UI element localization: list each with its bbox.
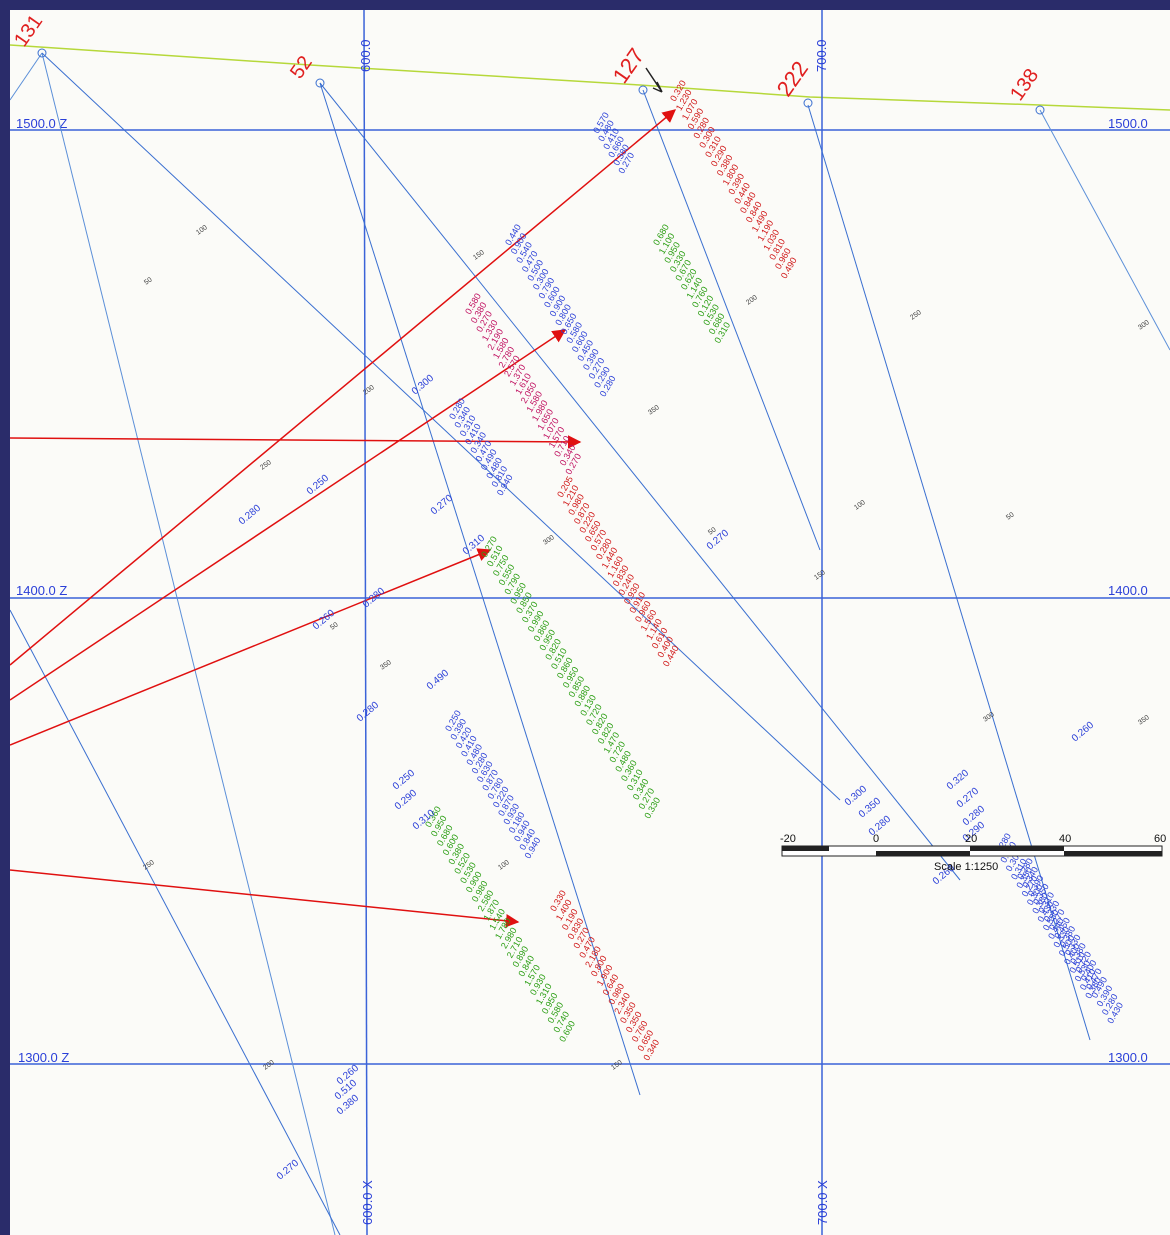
- assay-column: 0.3600.9500.6800.6000.3800.5200.5300.900…: [423, 804, 577, 1043]
- depth-tick-label: 150: [610, 1059, 624, 1071]
- depth-tick-label: 350: [1137, 714, 1151, 726]
- scale-bar-seg-3: [970, 846, 1064, 851]
- scale-tick-20: 20: [965, 833, 977, 845]
- depth-tick-label: 300: [1137, 319, 1151, 331]
- depth-tick-label: 300: [542, 534, 556, 546]
- depth-tick-label: 250: [909, 309, 923, 321]
- assay-column: 0.3201.2301.0700.5900.2800.3000.3100.290…: [668, 78, 799, 280]
- assay-column: 0.2800.3400.3100.4100.3400.4700.4900.480…: [447, 396, 515, 497]
- scale-bar-seg-1: [782, 846, 829, 851]
- loose-value: 0.280: [237, 503, 264, 528]
- level-label-1500: 1500.0 Z: [16, 116, 67, 131]
- collar-131: [37, 48, 47, 58]
- arrow-4: [10, 548, 492, 746]
- loose-value: 0.320: [945, 768, 972, 793]
- depth-tick-label: 350: [647, 404, 661, 416]
- drillhole-traces: [10, 52, 1170, 1235]
- assay-column: 0.2800.3400.3900.3500.3100.3300.2700.450…: [1015, 856, 1125, 1025]
- collar-label-138: 138: [1006, 65, 1043, 105]
- topography-line: [10, 44, 1170, 111]
- loose-value: 0.350: [857, 796, 884, 821]
- scale-tick-neg20: -20: [780, 833, 796, 845]
- easting-label-600: 600.0 X: [360, 1180, 375, 1225]
- scale-bar-seg-4: [1064, 851, 1162, 856]
- collar-127: [638, 85, 648, 95]
- scale-tick-60: 60: [1154, 833, 1166, 845]
- depth-tick-label: 250: [142, 859, 156, 871]
- drillhole-trace-131: [41, 52, 336, 1235]
- arrows: [10, 109, 677, 928]
- easting-label-700: 700.0 X: [815, 1180, 830, 1225]
- depth-tick-label: 100: [853, 499, 867, 511]
- collar-222: [803, 98, 813, 108]
- loose-value: 0.300: [410, 373, 437, 398]
- collar-label-127: 127: [608, 43, 650, 87]
- collar-138: [1035, 105, 1045, 115]
- depth-tick-label: 200: [745, 294, 759, 306]
- level-label-right-1300: 1300.0: [1108, 1050, 1148, 1065]
- easting-label-top-700: 700.0: [814, 39, 829, 72]
- level-label-right-1500: 1500.0: [1108, 116, 1148, 131]
- drillhole-trace-127: [642, 89, 821, 551]
- loose-value: 0.260: [1070, 720, 1097, 745]
- drillhole-trace-52a: [319, 82, 641, 1096]
- depth-tick-label: 50: [329, 621, 339, 631]
- collar-127-pointer: [645, 67, 663, 93]
- loose-value: 0.250: [305, 473, 332, 498]
- drillhole-trace-138: [1039, 109, 1170, 351]
- drillhole-trace-222: [807, 104, 1091, 1041]
- cross-section-plot: 1500.0 Z 1400.0 Z 1300.0 Z 1500.0 1400.0…: [10, 10, 1170, 1235]
- drillhole-trace-131b: [10, 52, 43, 101]
- assay-column: 0.3301.4000.1900.8300.2700.4702.1800.800…: [548, 888, 661, 1062]
- easting-label-top-600: 600.0: [358, 39, 373, 72]
- depth-tick-label: 50: [707, 526, 717, 536]
- arrow-3: [10, 435, 582, 449]
- collar-label-52: 52: [286, 52, 317, 83]
- depth-tick-label: 200: [262, 1059, 276, 1071]
- assay-column: 0.2051.2100.9800.8700.2200.6500.5700.280…: [555, 474, 681, 668]
- scale-bar-seg-2: [876, 851, 970, 856]
- depth-tick-label: 50: [1005, 511, 1015, 521]
- collars: [37, 48, 1045, 115]
- depth-tick-label: 50: [143, 276, 153, 286]
- depth-tick-label: 150: [472, 249, 486, 261]
- arrow-5: [10, 869, 520, 928]
- scale-tick-40: 40: [1059, 833, 1071, 845]
- depth-tick-label: 250: [259, 459, 273, 471]
- loose-value: 0.270: [275, 1158, 302, 1183]
- depth-tick-label: 100: [497, 859, 511, 871]
- assay-column: 0.4400.9000.5400.4700.5000.3000.7900.600…: [503, 222, 618, 398]
- depth-tick-label: 350: [379, 659, 393, 671]
- depth-tick-label: 150: [813, 569, 827, 581]
- assay-column: 0.2700.5100.7500.5500.7900.9500.8500.370…: [479, 534, 662, 820]
- depth-tick-label: 100: [195, 224, 209, 236]
- drillhole-trace-52b: [319, 82, 961, 881]
- assay-column: 0.2800.4400.3000.3100.3500.2700.3000.380…: [993, 831, 1103, 1000]
- level-label-right-1400: 1400.0: [1108, 583, 1148, 598]
- arrow-2: [10, 329, 567, 701]
- scale-bar: -20 0 20 40 60 Scale 1:1250: [780, 833, 1166, 873]
- loose-value: 0.280: [355, 700, 382, 725]
- grid-easting-600: [363, 10, 368, 1235]
- level-label-1400: 1400.0 Z: [16, 583, 67, 598]
- scale-label: Scale 1:1250: [934, 861, 998, 873]
- assay-column: 0.6801.1000.9500.3300.6700.6201.1400.760…: [651, 222, 732, 344]
- loose-value: 0.250: [391, 768, 418, 793]
- arrow-1: [10, 109, 677, 666]
- loose-value: 0.270: [429, 493, 456, 518]
- loose-value: 0.280: [867, 814, 894, 839]
- collar-52: [315, 78, 325, 88]
- scale-tick-0: 0: [873, 833, 879, 845]
- cross-section-sheet: 1500.0 Z 1400.0 Z 1300.0 Z 1500.0 1400.0…: [10, 10, 1170, 1235]
- drillhole-trace-west: [10, 609, 341, 1235]
- drillhole-trace-52c: [41, 52, 841, 801]
- assay-column: 0.5800.3800.2701.3302.1901.5802.7802.570…: [463, 291, 583, 476]
- level-label-1300: 1300.0 Z: [18, 1050, 69, 1065]
- loose-value: 0.490: [425, 668, 452, 693]
